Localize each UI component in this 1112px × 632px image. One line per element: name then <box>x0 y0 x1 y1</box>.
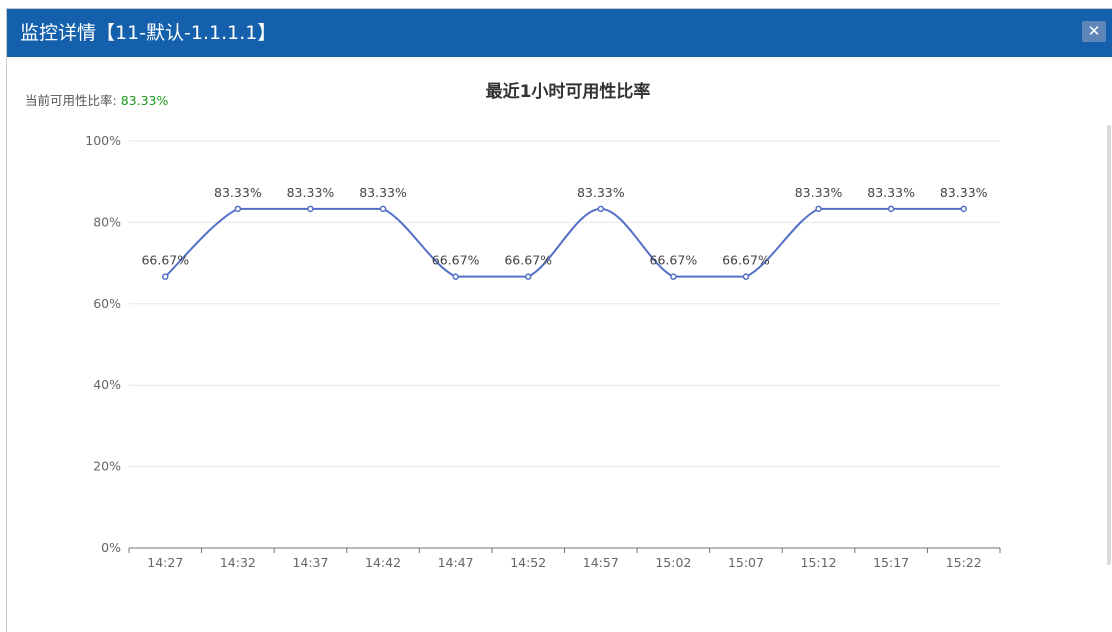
data-point[interactable] <box>887 205 895 213</box>
x-tick-label: 15:17 <box>873 555 909 570</box>
data-label: 83.33% <box>359 185 407 200</box>
x-tick-label: 15:22 <box>946 555 982 570</box>
data-label: 83.33% <box>867 185 915 200</box>
data-label: 83.33% <box>577 185 625 200</box>
x-tick-label: 14:57 <box>583 555 619 570</box>
dialog-content: 当前可用性比率: 83.33% 0% 20% 40% 60% 80% 100% 14:27 1… <box>7 57 1112 632</box>
availability-line-chart: 0% 20% 40% 60% 80% 100% 14:27 14:32 14:37 14:42 14… <box>85 81 1001 570</box>
dialog-titlebar: 监控详情【11-默认-1.1.1.1】 ✕ <box>7 9 1112 57</box>
dialog-title: 监控详情【11-默认-1.1.1.1】 <box>20 22 277 44</box>
data-label: 83.33% <box>795 185 843 200</box>
data-label: 66.67% <box>722 253 770 268</box>
data-label: 66.67% <box>504 253 552 268</box>
data-point[interactable] <box>524 273 532 280</box>
close-button[interactable]: ✕ <box>1082 21 1106 42</box>
x-tick-label: 15:02 <box>655 555 691 570</box>
x-tick-label: 14:47 <box>438 555 474 570</box>
y-tick-label: 80% <box>93 214 121 229</box>
current-availability: 当前可用性比率: 83.33% <box>25 90 168 109</box>
y-tick-label: 20% <box>93 459 121 474</box>
data-point[interactable] <box>379 205 387 213</box>
data-point[interactable] <box>452 273 459 280</box>
chart-title: 最近1小时可用性比率 <box>486 81 651 102</box>
data-point[interactable] <box>162 273 169 280</box>
current-availability-label: 当前可用性比率: <box>25 93 117 108</box>
data-point[interactable] <box>234 205 242 213</box>
x-tick-label: 15:07 <box>728 555 764 570</box>
data-point[interactable] <box>960 205 967 213</box>
data-point[interactable] <box>670 273 677 280</box>
x-tick-label: 14:52 <box>510 555 546 570</box>
data-label: 83.33% <box>287 185 335 200</box>
x-tick-label: 14:27 <box>147 555 183 570</box>
data-label: 66.67% <box>141 253 189 268</box>
y-tick-label: 100% <box>85 133 121 148</box>
data-label: 66.67% <box>650 253 698 268</box>
x-tick-label: 14:32 <box>220 555 256 570</box>
y-tick-label: 40% <box>93 377 121 392</box>
y-tick-label: 0% <box>101 540 121 555</box>
scrollbar[interactable] <box>1106 105 1112 632</box>
x-tick-label: 14:42 <box>365 555 401 570</box>
series-line <box>164 207 964 278</box>
monitor-detail-dialog: 监控详情【11-默认-1.1.1.1】 ✕ 当前可用性比率: 83.33% 0%… <box>6 8 1112 632</box>
x-tick-label: 14:37 <box>292 555 328 570</box>
data-label: 83.33% <box>214 185 262 200</box>
data-point[interactable] <box>815 205 822 213</box>
close-icon: ✕ <box>1087 22 1101 40</box>
data-point[interactable] <box>742 273 750 280</box>
x-tick-label: 15:12 <box>801 555 837 570</box>
data-label: 66.67% <box>432 253 480 268</box>
data-point[interactable] <box>307 205 314 213</box>
scrollbar-thumb[interactable] <box>1107 125 1111 565</box>
y-tick-label: 60% <box>93 296 121 311</box>
data-point[interactable] <box>597 205 605 213</box>
current-availability-value: 83.33% <box>120 93 169 108</box>
data-label: 83.33% <box>940 185 988 200</box>
